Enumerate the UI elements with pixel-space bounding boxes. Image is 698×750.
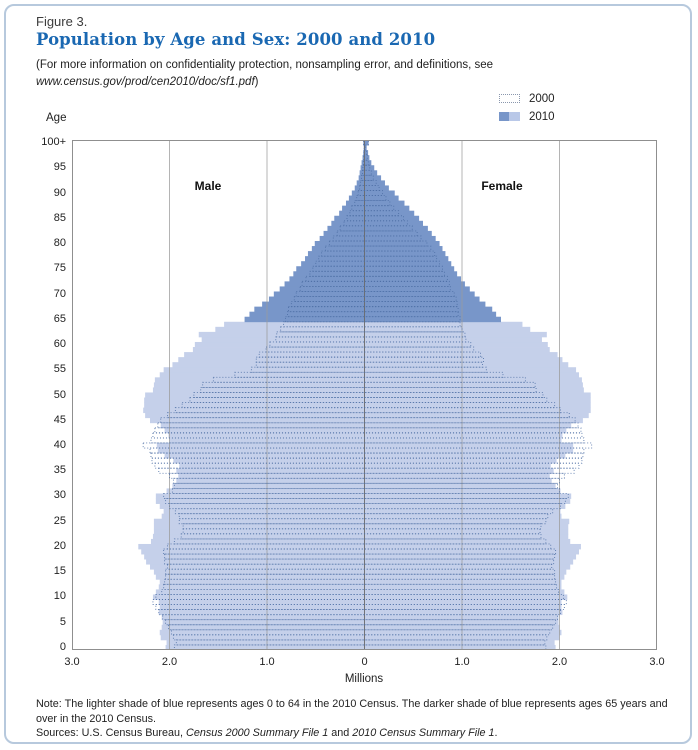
y-tick-label: 70	[53, 287, 66, 300]
y-tick-label: 10	[53, 590, 66, 603]
sources-period: .	[494, 727, 498, 739]
x-tick-label: 3.0	[64, 656, 80, 668]
male-side-label: Male	[194, 179, 222, 193]
x-tick-label: 1.0	[454, 656, 470, 668]
population-pyramid-chart	[72, 140, 657, 650]
figure-note: Note: The lighter shade of blue represen…	[36, 698, 668, 725]
y-tick-label: 95	[53, 161, 66, 174]
y-tick-label: 50	[53, 388, 66, 401]
figure-title: Population by Age and Sex: 2000 and 2010	[36, 30, 436, 49]
y-tick-label: 60	[53, 338, 66, 350]
legend-item-2010: 2010	[499, 110, 555, 123]
sources-file-2010: 2010 Census Summary File 1	[352, 727, 495, 739]
subtitle-text: (For more information on confidentiality…	[36, 59, 494, 71]
y-tick-label: 40	[53, 438, 66, 451]
y-tick-label: 15	[53, 565, 66, 578]
x-tick-label: 3.0	[649, 656, 665, 668]
figure-subtitle: (For more information on confidentiality…	[36, 57, 493, 92]
subtitle-close-paren: )	[254, 76, 259, 89]
legend-swatch-2010-blue	[499, 112, 520, 121]
y-tick-label: 55	[53, 363, 66, 376]
legend: 2000 2010	[499, 92, 555, 128]
figure-number: Figure 3.	[36, 14, 88, 29]
y-tick-label: 80	[53, 237, 66, 249]
legend-label-2010: 2010	[529, 110, 555, 123]
x-tick-label: 0	[361, 656, 368, 668]
y-tick-label: 5	[59, 615, 66, 628]
y-tick-label: 100+	[41, 136, 66, 149]
y-tick-label: 30	[53, 489, 66, 502]
legend-swatch-2000-dotted	[499, 94, 520, 103]
y-tick-label: 35	[53, 464, 66, 477]
female-side-label: Female	[481, 179, 523, 193]
legend-item-2000: 2000	[499, 92, 555, 105]
y-axis-title: Age	[46, 112, 67, 124]
y-tick-label: 65	[53, 312, 66, 325]
sources-and: and	[328, 727, 353, 739]
sources-file-2000: Census 2000 Summary File 1	[186, 727, 329, 739]
y-tick-label: 75	[53, 262, 66, 275]
y-tick-label: 85	[53, 211, 66, 224]
y-tick-label: 45	[53, 413, 66, 426]
x-tick-label: 1.0	[259, 656, 275, 668]
x-tick-label: 2.0	[551, 656, 568, 668]
y-tick-label: 25	[53, 514, 66, 527]
legend-label-2000: 2000	[529, 92, 555, 105]
y-tick-label: 90	[53, 186, 66, 199]
y-tick-label: 20	[53, 539, 66, 552]
sources-prefix: Sources: U.S. Census Bureau,	[36, 727, 187, 739]
figure-sources: Sources: U.S. Census Bureau, Census 2000…	[36, 727, 678, 739]
x-axis-title: Millions	[344, 673, 384, 685]
y-tick-label: 0	[59, 640, 66, 653]
x-tick-label: 2.0	[161, 656, 178, 668]
subtitle-url: www.census.gov/prod/cen2010/doc/sf1.pdf	[36, 76, 255, 89]
